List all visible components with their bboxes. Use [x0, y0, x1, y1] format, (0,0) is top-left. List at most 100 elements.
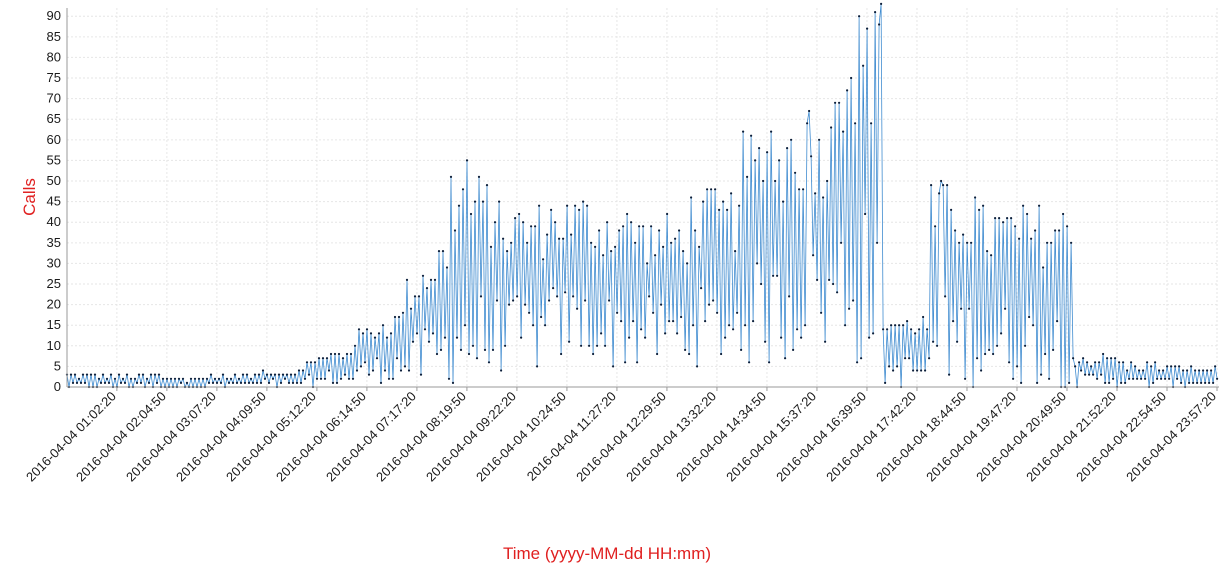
data-point: [662, 245, 665, 248]
data-point: [524, 303, 527, 306]
data-point: [1180, 381, 1183, 384]
data-point: [888, 365, 891, 368]
data-point: [866, 27, 869, 30]
data-point: [1034, 229, 1037, 232]
data-point: [606, 221, 609, 224]
data-point: [850, 76, 853, 80]
data-point: [908, 357, 911, 360]
data-point: [389, 332, 393, 335]
data-point: [552, 287, 555, 290]
data-point: [810, 155, 813, 158]
x-tick-label: 2016-04-04 17:42:20: [823, 389, 919, 485]
data-point: [1046, 241, 1049, 244]
data-point: [1156, 377, 1159, 380]
data-point: [459, 348, 463, 351]
data-point: [1204, 381, 1207, 384]
data-point: [357, 328, 361, 331]
data-point: [479, 295, 483, 298]
data-point: [770, 130, 773, 133]
data-point: [968, 307, 971, 310]
data-point: [1006, 217, 1009, 220]
data-point: [1208, 381, 1211, 384]
data-point: [1124, 381, 1127, 384]
data-point: [568, 340, 571, 343]
data-point: [930, 184, 933, 187]
data-point: [325, 357, 329, 360]
data-point: [341, 357, 345, 360]
data-point: [141, 373, 145, 376]
data-point: [1048, 377, 1051, 380]
data-point: [752, 320, 755, 323]
data-point: [1166, 365, 1169, 368]
data-point: [1008, 361, 1011, 364]
data-point: [804, 324, 807, 327]
data-point: [596, 344, 599, 347]
data-point: [814, 192, 817, 195]
data-point: [1026, 212, 1029, 216]
data-point: [295, 381, 299, 384]
data-point: [1108, 381, 1111, 384]
data-point: [892, 369, 895, 372]
data-point: [724, 336, 727, 339]
data-point: [878, 23, 881, 26]
data-point: [534, 225, 537, 228]
data-point: [423, 328, 427, 331]
data-point: [746, 175, 749, 178]
data-point: [215, 381, 219, 384]
data-point: [447, 377, 451, 380]
data-point: [816, 278, 819, 281]
data-point: [1022, 204, 1025, 207]
data-point: [828, 278, 831, 281]
data-point: [992, 352, 995, 356]
data-point: [822, 196, 825, 199]
data-point: [239, 381, 243, 384]
x-tick-label: 2016-04-04 01:02:20: [23, 389, 119, 485]
data-point: [764, 340, 767, 343]
data-point: [85, 373, 89, 376]
data-point: [439, 348, 443, 351]
data-point: [542, 258, 545, 261]
data-point: [738, 204, 741, 207]
data-point: [419, 373, 423, 376]
data-point: [886, 328, 889, 331]
data-point: [393, 315, 397, 319]
data-point: [884, 381, 887, 384]
data-point: [399, 369, 403, 372]
data-point: [403, 365, 407, 368]
data-point: [520, 336, 523, 339]
data-point: [536, 365, 539, 368]
data-point: [756, 262, 759, 265]
data-point: [1098, 361, 1101, 364]
data-point: [722, 200, 725, 203]
data-point: [556, 295, 559, 298]
data-point: [796, 328, 799, 331]
data-point: [417, 295, 421, 298]
data-point: [924, 369, 927, 372]
data-point: [602, 254, 605, 257]
data-point: [133, 377, 137, 380]
data-point: [1132, 377, 1135, 380]
data-point: [1212, 381, 1215, 384]
data-point: [229, 377, 233, 380]
data-point: [890, 324, 893, 327]
data-point: [477, 175, 481, 178]
data-point: [359, 365, 363, 368]
data-point: [1062, 212, 1065, 216]
data-point: [578, 208, 581, 211]
data-point: [690, 196, 693, 199]
data-point: [397, 315, 401, 319]
data-point: [75, 381, 79, 384]
data-point: [672, 320, 675, 323]
data-point: [277, 373, 281, 376]
data-point: [1130, 361, 1133, 364]
data-point: [107, 381, 111, 384]
x-tick-label: 2016-04-04 06:14:50: [273, 389, 369, 485]
data-point: [217, 377, 221, 380]
data-point: [443, 336, 447, 339]
data-point: [718, 208, 721, 211]
data-point: [179, 381, 183, 384]
data-point: [231, 381, 235, 384]
data-point: [279, 381, 283, 384]
data-point: [1074, 365, 1077, 368]
data-point: [1068, 381, 1071, 384]
